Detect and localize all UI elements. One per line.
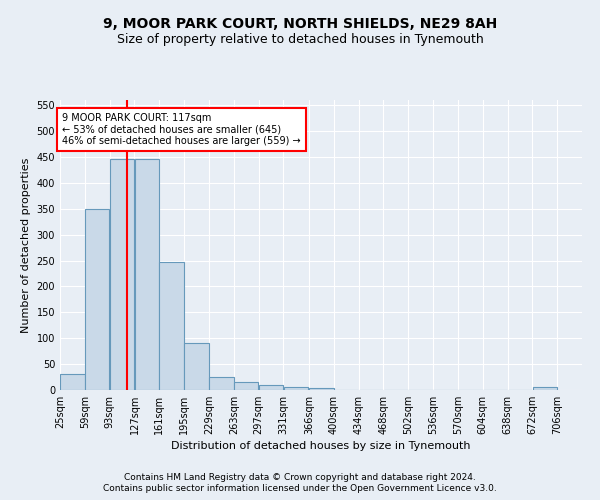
Bar [309, 388, 334, 390]
Y-axis label: Number of detached properties: Number of detached properties [21, 158, 31, 332]
Bar [160, 262, 184, 390]
Bar [110, 158, 134, 390]
Bar [60, 374, 85, 390]
Bar [184, 343, 209, 390]
Bar [209, 377, 233, 390]
X-axis label: Distribution of detached houses by size in Tynemouth: Distribution of detached houses by size … [171, 441, 471, 451]
Text: Contains HM Land Registry data © Crown copyright and database right 2024.: Contains HM Land Registry data © Crown c… [124, 473, 476, 482]
Bar [259, 385, 283, 390]
Bar [234, 382, 259, 390]
Bar [85, 209, 109, 390]
Text: Contains public sector information licensed under the Open Government Licence v3: Contains public sector information licen… [103, 484, 497, 493]
Text: Size of property relative to detached houses in Tynemouth: Size of property relative to detached ho… [116, 32, 484, 46]
Bar [134, 158, 159, 390]
Bar [284, 388, 308, 390]
Bar [533, 388, 557, 390]
Text: 9, MOOR PARK COURT, NORTH SHIELDS, NE29 8AH: 9, MOOR PARK COURT, NORTH SHIELDS, NE29 … [103, 18, 497, 32]
Text: 9 MOOR PARK COURT: 117sqm
← 53% of detached houses are smaller (645)
46% of semi: 9 MOOR PARK COURT: 117sqm ← 53% of detac… [62, 113, 301, 146]
